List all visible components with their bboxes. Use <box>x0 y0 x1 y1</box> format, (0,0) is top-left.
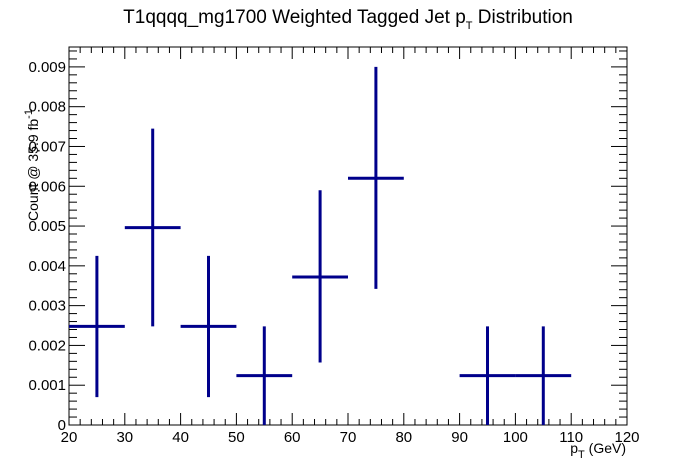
y-tick-label: 0.009 <box>28 59 66 76</box>
x-tick-label: 90 <box>451 429 468 446</box>
y-tick-label: 0.008 <box>28 99 66 116</box>
x-tick-label: 30 <box>116 429 133 446</box>
x-tick-label: 70 <box>340 429 357 446</box>
y-tick-label: 0 <box>58 417 66 434</box>
data-points <box>69 66 572 425</box>
x-axis-title: pT (GeV) <box>570 440 626 461</box>
y-tick-label: 0.004 <box>28 258 66 275</box>
x-tick-label: 20 <box>61 429 78 446</box>
x-tick-labels: 20 30 40 50 60 70 80 90 100 110 120 <box>61 429 640 446</box>
y-tick-label: 0.006 <box>28 178 66 195</box>
y-tick-label: 0.002 <box>28 337 66 354</box>
x-tick-label: 50 <box>228 429 245 446</box>
data-point <box>459 326 516 425</box>
x-tick-label: 120 <box>614 429 639 446</box>
data-point <box>292 190 348 363</box>
y-tick-label: 0.007 <box>28 138 66 155</box>
data-point <box>69 255 125 398</box>
y-axis-title: Count @ 35.9 fb-1 <box>23 109 41 221</box>
data-point <box>180 255 237 398</box>
data-point <box>236 326 293 425</box>
y-tick-label: 0.005 <box>28 218 66 235</box>
x-tick-label: 80 <box>395 429 412 446</box>
axis-ticks <box>68 47 628 426</box>
y-tick-labels: 0 0.001 0.002 0.003 0.004 0.005 0.006 0.007 0.00… <box>28 59 66 434</box>
chart-title: T1qqqq_mg1700 Weighted Tagged Jet pT Dis… <box>123 7 573 32</box>
x-tick-label: 40 <box>172 429 189 446</box>
data-point <box>515 326 572 425</box>
x-tick-label: 60 <box>284 429 301 446</box>
y-tick-label: 0.001 <box>28 377 66 394</box>
data-point <box>124 128 181 327</box>
x-tick-label: 110 <box>559 429 583 446</box>
x-tick-label: 100 <box>503 429 528 446</box>
data-point <box>348 66 404 289</box>
y-tick-label: 0.003 <box>28 298 66 315</box>
